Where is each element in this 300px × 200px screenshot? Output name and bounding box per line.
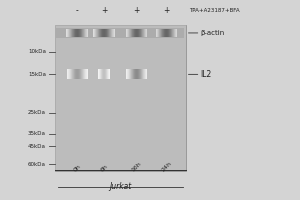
Text: Jurkat: Jurkat [109,182,131,191]
Text: 35kDa: 35kDa [28,131,46,136]
Text: 25kDa: 25kDa [28,110,46,115]
Text: 16h: 16h [131,161,142,173]
Text: TPA+A23187+BFA: TPA+A23187+BFA [189,8,239,13]
Text: +: + [163,6,170,15]
Text: -: - [76,6,79,15]
Text: 60kDa: 60kDa [28,162,46,167]
Text: β-actin: β-actin [200,30,225,36]
Bar [56,28,184,38]
Text: 45kDa: 45kDa [28,144,46,149]
Bar [55,25,186,171]
Text: 0h: 0h [73,164,82,173]
Text: IL2: IL2 [200,70,212,79]
FancyBboxPatch shape [55,25,186,171]
Text: 15kDa: 15kDa [28,72,46,77]
Text: 24h: 24h [160,161,172,173]
Text: 6h: 6h [99,164,109,173]
Text: 10kDa: 10kDa [28,49,46,54]
Text: +: + [101,6,107,15]
Text: +: + [134,6,140,15]
